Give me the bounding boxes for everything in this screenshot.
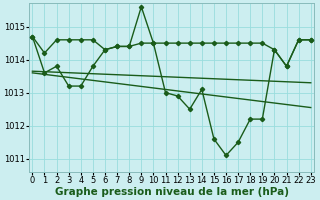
X-axis label: Graphe pression niveau de la mer (hPa): Graphe pression niveau de la mer (hPa) [55,187,289,197]
